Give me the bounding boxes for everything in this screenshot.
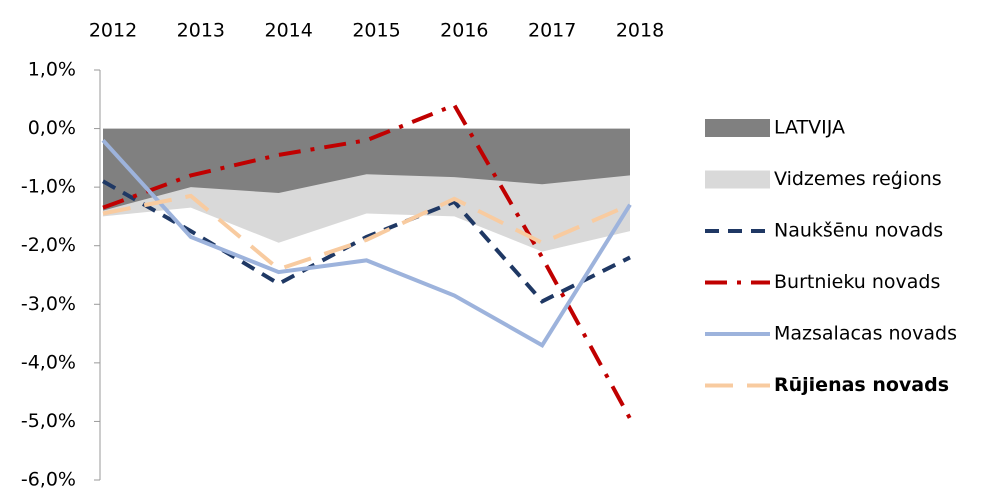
area [103, 128, 630, 211]
y-tick-label: -2,0% [21, 234, 76, 256]
line [102, 193, 631, 272]
legend-label: Vidzemes reģions [774, 168, 942, 190]
x-tick-label: 2014 [264, 20, 312, 42]
x-tick-label: 2012 [89, 20, 137, 42]
legend-label: LATVIJA [774, 117, 845, 139]
y-tick-label: -4,0% [21, 351, 76, 373]
legend-label: Naukšēnu novads [774, 220, 943, 242]
legend-label: Rūjienas novads [774, 374, 949, 396]
y-tick-label: -6,0% [21, 469, 76, 491]
x-tick-label: 2013 [177, 20, 225, 42]
legend-label: Burtnieku novads [774, 271, 940, 293]
y-tick-label: 1,0% [28, 59, 76, 81]
line [102, 179, 631, 304]
x-tick-label: 2018 [616, 20, 664, 42]
line [101, 138, 632, 348]
x-tick-label: 2015 [352, 20, 400, 42]
x-tick-label: 2016 [440, 20, 488, 42]
y-tick-label: -5,0% [21, 410, 76, 432]
legend-label: Mazsalacas novads [774, 323, 957, 345]
legend-swatch [705, 119, 770, 137]
y-tick-label: -3,0% [21, 293, 76, 315]
x-tick-label: 2017 [528, 20, 576, 42]
y-tick-label: -1,0% [21, 176, 76, 198]
legend-swatch [705, 170, 770, 189]
y-tick-label: 0,0% [28, 117, 76, 139]
line [102, 102, 632, 420]
